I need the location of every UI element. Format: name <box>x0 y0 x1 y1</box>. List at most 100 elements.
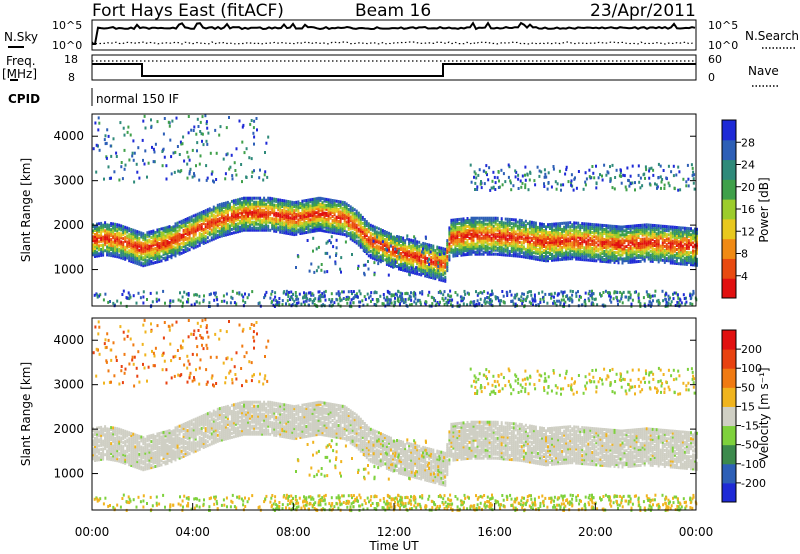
power-cell <box>643 259 646 263</box>
power-cell <box>126 240 129 244</box>
power-cell <box>424 256 427 260</box>
power-cell <box>132 230 135 234</box>
power-cell <box>539 248 541 252</box>
power-cell <box>679 256 682 260</box>
power-cell <box>166 235 169 239</box>
power-cell <box>588 289 591 293</box>
power-cell <box>690 241 692 245</box>
power-cell <box>476 220 479 224</box>
power-cell <box>285 213 288 217</box>
power-cell <box>148 230 151 234</box>
power-cell <box>456 220 459 224</box>
power-cell <box>466 239 469 242</box>
power-cell <box>551 230 553 234</box>
power-cell <box>460 235 463 239</box>
power-cell <box>649 227 652 231</box>
power-cell <box>206 222 209 226</box>
power-cell <box>351 222 354 226</box>
power-cell <box>470 236 473 240</box>
power-cell <box>224 217 227 221</box>
power-cell <box>136 232 139 236</box>
power-cell <box>102 235 105 239</box>
power-cell <box>263 216 266 220</box>
power-cell <box>116 233 119 237</box>
power-cell <box>424 242 427 246</box>
power-cell <box>243 228 245 232</box>
power-cell <box>639 253 642 257</box>
power-cell <box>603 240 606 243</box>
power-cell <box>124 257 127 261</box>
power-cell <box>516 240 519 244</box>
power-cell <box>545 231 547 235</box>
power-cell <box>627 226 630 230</box>
power-cell <box>297 230 300 234</box>
power-cell <box>557 226 560 230</box>
power-cell <box>518 230 521 234</box>
power-cell <box>204 239 207 243</box>
power-cell <box>202 228 205 231</box>
power-cell <box>647 247 650 251</box>
power-cell <box>311 197 314 201</box>
power-cell <box>488 238 491 242</box>
power-cell <box>536 235 539 239</box>
power-cell <box>694 259 696 263</box>
power-cell <box>649 223 652 227</box>
power-cell <box>341 210 344 214</box>
power-cell <box>601 257 604 261</box>
power-cell <box>696 251 698 255</box>
power-cell <box>438 260 441 264</box>
power-cell <box>412 241 415 245</box>
power-cell <box>410 246 413 250</box>
power-cell <box>295 266 297 269</box>
power-cell <box>456 250 459 254</box>
power-cell <box>232 227 235 231</box>
power-cell <box>404 243 407 247</box>
power-cell <box>668 184 671 188</box>
power-cell <box>341 200 344 204</box>
power-cell <box>587 292 590 296</box>
power-cell <box>599 247 602 251</box>
power-cell <box>434 277 437 281</box>
power-cell <box>667 245 670 249</box>
power-cell <box>589 254 592 258</box>
power-cell <box>545 245 547 249</box>
power-cell <box>319 204 322 208</box>
power-cell <box>675 232 678 235</box>
power-cell <box>663 260 666 264</box>
power-cell <box>138 258 141 262</box>
power-cell <box>428 269 431 273</box>
power-cell <box>677 232 680 236</box>
power-cell <box>681 260 684 264</box>
power-cell <box>326 251 329 255</box>
power-cell <box>601 255 604 259</box>
power-cell <box>365 222 368 226</box>
power-cell <box>402 248 405 252</box>
power-cell <box>404 251 407 255</box>
power-cell <box>388 235 390 239</box>
power-cell <box>116 247 119 251</box>
power-cell <box>210 218 213 222</box>
power-cell <box>567 243 570 247</box>
power-cell <box>575 249 578 253</box>
power-cell <box>152 239 155 243</box>
power-cell <box>176 245 179 249</box>
power-cell <box>446 239 449 243</box>
power-cell <box>128 257 131 261</box>
power-cell <box>394 254 396 258</box>
power-cell <box>213 291 216 295</box>
power-cell <box>335 207 338 211</box>
power-cell <box>224 221 227 225</box>
power-cell <box>605 228 608 232</box>
power-cell <box>138 254 141 258</box>
power-cell <box>339 232 342 236</box>
power-cell <box>452 230 455 234</box>
power-cell <box>96 252 98 256</box>
power-cell <box>390 232 392 236</box>
power-cell <box>369 241 372 245</box>
power-cell <box>569 239 572 243</box>
power-cell <box>195 164 197 168</box>
power-cell <box>94 121 97 125</box>
power-cell <box>496 222 499 226</box>
power-cell <box>291 222 294 226</box>
power-cell <box>106 225 109 229</box>
